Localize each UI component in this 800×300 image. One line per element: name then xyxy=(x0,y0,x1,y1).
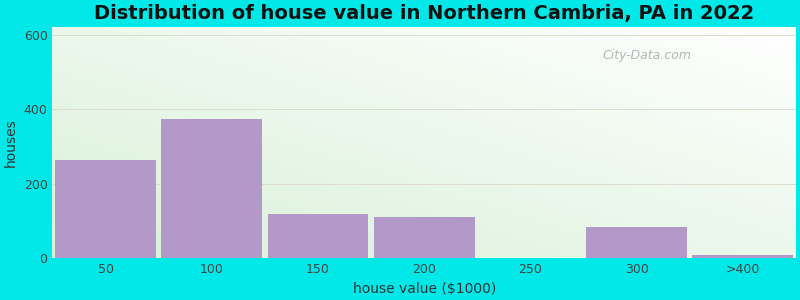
Bar xyxy=(692,255,793,258)
Bar xyxy=(162,119,262,258)
X-axis label: house value ($1000): house value ($1000) xyxy=(353,282,496,296)
Bar xyxy=(55,160,156,258)
Bar xyxy=(267,214,368,258)
Y-axis label: houses: houses xyxy=(4,118,18,167)
Text: City-Data.com: City-Data.com xyxy=(602,49,691,62)
Title: Distribution of house value in Northern Cambria, PA in 2022: Distribution of house value in Northern … xyxy=(94,4,754,23)
Bar xyxy=(374,218,474,258)
Bar xyxy=(586,227,687,258)
